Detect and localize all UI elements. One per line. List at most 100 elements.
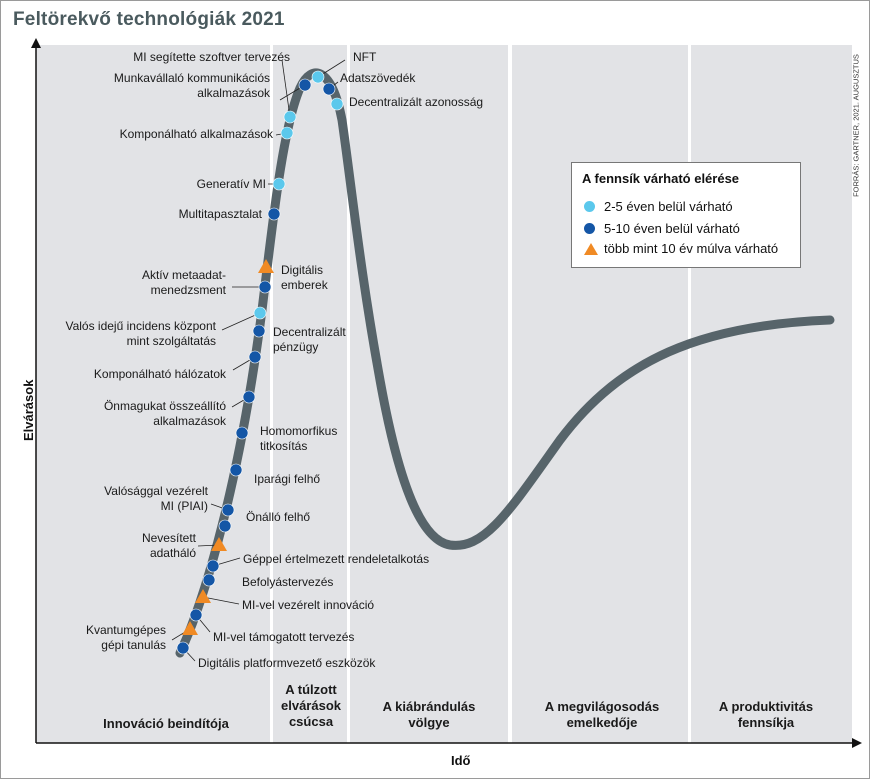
technology-label-line: Digitális (281, 263, 323, 277)
technology-label-line: Generatív MI (197, 177, 266, 191)
technology-label-line: alkalmazások (153, 414, 227, 428)
technology-markers (176, 70, 344, 655)
technology-label-line: MI (PIAI) (161, 499, 208, 513)
technology-label: Valós idejű incidens központ mint szolgál… (65, 319, 216, 348)
dark-blue-dot-icon (584, 223, 595, 234)
dark-blue-dot-icon (322, 82, 336, 96)
phase-label-line: völgye (408, 715, 449, 730)
technology-label-line: Komponálható alkalmazások (120, 127, 274, 141)
technology-label-line: adatháló (150, 546, 196, 560)
technology-label-line: Önálló felhő (246, 510, 310, 524)
technology-label-line: Munkavállaló kommunikációs (114, 71, 270, 85)
axes (31, 38, 862, 748)
light-blue-dot-icon (280, 126, 294, 140)
legend-label: 2-5 éven belül várható (604, 199, 733, 214)
orange-triangle-icon (195, 589, 211, 603)
dark-blue-dot-icon (202, 573, 216, 587)
light-blue-dot-icon (330, 97, 344, 111)
technology-label-line: MI segítette szoftver tervezés (133, 50, 290, 64)
technology-label: MI-vel támogatott tervezés (213, 630, 354, 644)
technology-label-line: emberek (281, 278, 329, 292)
technology-label-line: pénzügy (273, 340, 318, 354)
phase-label-line: A produktivitás (719, 699, 813, 714)
dark-blue-dot-icon (252, 324, 266, 338)
phase-label: Innováció beindítója (103, 716, 229, 731)
technology-label-line: Decentralizált azonosság (349, 95, 483, 109)
technology-label: Kvantumgépes gépi tanulás (86, 623, 166, 652)
technology-label: Munkavállaló kommunikációs alkalmazások (114, 71, 271, 100)
legend-item-mid: 5-10 éven belül várható (584, 221, 740, 236)
dark-blue-dot-icon (235, 426, 249, 440)
orange-triangle-icon (258, 259, 274, 273)
technology-label-line: Valós idejű incidens központ (65, 319, 216, 333)
phase-area-3 (350, 45, 508, 743)
technology-label: Iparági felhő (254, 472, 320, 486)
dark-blue-dot-icon (221, 503, 235, 517)
technology-label-line: Decentralizált (273, 325, 346, 339)
technology-label-line: Digitális platformvezető eszközök (198, 656, 376, 670)
technology-label-line: gépi tanulás (101, 638, 166, 652)
technology-label-line: Multitapasztalat (179, 207, 263, 221)
technology-label-line: Adatszövedék (340, 71, 416, 85)
phase-label: A megvilágosodás emelkedője (545, 699, 659, 730)
phase-label: A túlzott elvárások csúcsa (281, 682, 342, 729)
technology-label: Géppel értelmezett rendeletalkotás (243, 552, 429, 566)
phase-label-line: A kiábrándulás (383, 699, 476, 714)
phase-area-1 (36, 45, 270, 743)
leader-line (281, 59, 291, 118)
technology-label-line: Valósággal vezérelt (104, 484, 209, 498)
technology-label-line: mint szolgáltatás (127, 334, 216, 348)
technology-label-line: Komponálható hálózatok (94, 367, 227, 381)
legend-label: több mint 10 év múlva várható (604, 241, 779, 256)
technology-label: Komponálható hálózatok (94, 367, 227, 381)
light-blue-dot-icon (283, 110, 297, 124)
phase-label-line: A megvilágosodás (545, 699, 659, 714)
dark-blue-dot-icon (176, 641, 190, 655)
technology-label-line: Iparági felhő (254, 472, 320, 486)
phase-label-line: emelkedője (567, 715, 638, 730)
legend-item-long: több mint 10 év múlva várható (584, 241, 778, 256)
dark-blue-dot-icon (189, 608, 203, 622)
technology-label: Aktív metaadat-menedzsment (142, 268, 227, 297)
phase-label-line: fennsíkja (738, 715, 795, 730)
technology-label: Nevesített adatháló (142, 531, 197, 560)
dark-blue-dot-icon (206, 559, 220, 573)
technology-label: Befolyástervezés (242, 575, 333, 589)
technology-label: Önálló felhő (246, 510, 310, 524)
dark-blue-dot-icon (267, 207, 281, 221)
technology-label-line: alkalmazások (197, 86, 271, 100)
legend: A fennsík várható elérése 2-5 éven belül… (571, 162, 801, 268)
chart-title: Feltörekvő technológiák 2021 (13, 9, 285, 30)
technology-label: Valósággal vezérelt MI (PIAI) (104, 484, 209, 513)
technology-label: Decentralizált azonosság (349, 95, 483, 109)
legend-item-short: 2-5 éven belül várható (584, 199, 733, 214)
dark-blue-dot-icon (258, 280, 272, 294)
technology-label: MI-vel vezérelt innováció (242, 598, 374, 612)
dark-blue-dot-icon (248, 350, 262, 364)
leader-line (221, 312, 261, 331)
phase-area-5 (691, 45, 852, 743)
light-blue-dot-icon (584, 201, 595, 212)
technology-label-line: Géppel értelmezett rendeletalkotás (243, 552, 429, 566)
light-blue-dot-icon (253, 306, 267, 320)
technology-label-line: Önmagukat összeállító (104, 399, 226, 413)
technology-label-line: Aktív metaadat- (142, 268, 226, 282)
dark-blue-dot-icon (242, 390, 256, 404)
light-blue-dot-icon (272, 177, 286, 191)
technology-labels: MI segítette szoftver tervezés NFT Munkavá… (65, 50, 483, 670)
technology-label: Digitális emberek (281, 263, 329, 292)
orange-triangle-icon (211, 537, 227, 551)
technology-label: MI segítette szoftver tervezés (133, 50, 290, 64)
y-axis-arrow-icon (31, 38, 41, 48)
technology-label: Adatszövedék (340, 71, 416, 85)
orange-triangle-icon (182, 621, 198, 635)
phase-label-line: csúcsa (289, 714, 334, 729)
legend-label: 5-10 éven belül várható (604, 221, 740, 236)
technology-label: Generatív MI (197, 177, 266, 191)
technology-label-line: titkosítás (260, 439, 307, 453)
technology-label: Decentralizált pénzügy (273, 325, 346, 354)
dark-blue-dot-icon (218, 519, 232, 533)
light-blue-dot-icon (311, 70, 325, 84)
leader-line (202, 596, 240, 605)
